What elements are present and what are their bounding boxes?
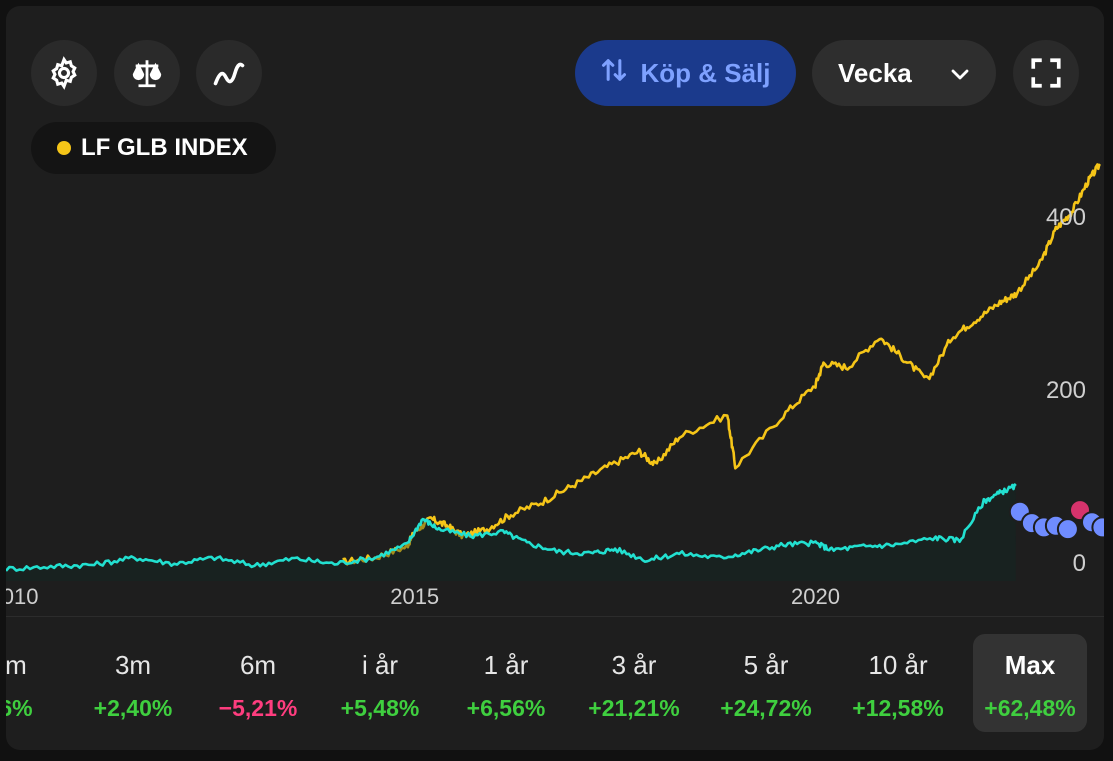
- event-marker: [1056, 518, 1079, 541]
- period-label: 5 år: [743, 650, 789, 680]
- fund-series-line: [6, 483, 1017, 572]
- period-tab-item[interactable]: i år +5,48%: [323, 634, 437, 732]
- settings-button[interactable]: [31, 40, 97, 106]
- period-return: −5,21%: [218, 695, 298, 721]
- period-return: +21,21%: [588, 695, 680, 721]
- period-return: 6%: [6, 695, 33, 721]
- legend-series-name: LF GLB INDEX: [81, 134, 248, 161]
- y-tick-label: 0: [1073, 550, 1086, 577]
- period-tab-max[interactable]: Max +62,48%: [973, 634, 1087, 732]
- period-return: +24,72%: [720, 695, 812, 721]
- period-tab-item[interactable]: 3 år +21,21%: [577, 634, 691, 732]
- fund-area: [6, 484, 1016, 581]
- buy-sell-button[interactable]: Köp & Sälj: [575, 40, 796, 106]
- legend-color-dot: [57, 141, 71, 155]
- period-tab-item[interactable]: 3m +2,40%: [76, 634, 190, 732]
- chevron-down-icon: [950, 58, 970, 89]
- period-label: 3m: [114, 650, 152, 680]
- swap-vertical-icon: [600, 55, 628, 92]
- period-label: 3 år: [611, 650, 657, 680]
- divider: [6, 616, 1104, 617]
- period-return: +6,56%: [466, 695, 546, 721]
- period-label: m: [6, 650, 27, 680]
- indicator-button[interactable]: [196, 40, 262, 106]
- period-return: +5,48%: [340, 695, 420, 721]
- period-label: Max: [1004, 650, 1056, 680]
- y-tick-label: 400: [1046, 204, 1086, 231]
- period-tab-item[interactable]: 6m −5,21%: [201, 634, 315, 732]
- wave-icon: [211, 55, 247, 91]
- x-tick-label: 2020: [791, 584, 840, 609]
- period-tab-item[interactable]: 5 år +24,72%: [709, 634, 823, 732]
- series-legend[interactable]: LF GLB INDEX: [31, 122, 276, 174]
- period-tab-item[interactable]: 1 år +6,56%: [449, 634, 563, 732]
- performance-periods: m 6% 3m +2,40% 6m −5,21% i år +5,48% 1 år +6,56% 3…: [6, 620, 1104, 750]
- chart-card: Köp & Sälj Vecka 0 200 400 2010 2015 2020 LF …: [6, 6, 1104, 750]
- scale-icon: [130, 56, 164, 90]
- compare-button[interactable]: [114, 40, 180, 106]
- period-tab-item[interactable]: 10 år +12,58%: [841, 634, 955, 732]
- period-return: +2,40%: [93, 695, 173, 721]
- period-return: +12,58%: [852, 695, 944, 721]
- period-tab-item[interactable]: m 6%: [6, 634, 73, 732]
- price-chart[interactable]: 0 200 400 2010 2015 2020: [6, 6, 1104, 616]
- period-return: +62,48%: [984, 695, 1076, 721]
- buy-sell-label: Köp & Sälj: [640, 57, 771, 88]
- gear-icon: [47, 56, 81, 90]
- fullscreen-button[interactable]: [1013, 40, 1079, 106]
- x-tick-label: 2010: [6, 584, 38, 609]
- period-label: i år: [361, 650, 399, 680]
- period-label: 6m: [239, 650, 277, 680]
- period-label: 10 år: [868, 650, 928, 680]
- period-select-value: Vecka: [838, 57, 912, 88]
- x-tick-label: 2015: [390, 584, 439, 609]
- index-series-line: [342, 163, 1102, 566]
- period-label: 1 år: [483, 650, 529, 680]
- event-marker: [1091, 516, 1104, 539]
- period-select[interactable]: Vecka: [812, 40, 996, 106]
- y-tick-label: 200: [1046, 377, 1086, 404]
- fullscreen-icon: [1029, 56, 1063, 90]
